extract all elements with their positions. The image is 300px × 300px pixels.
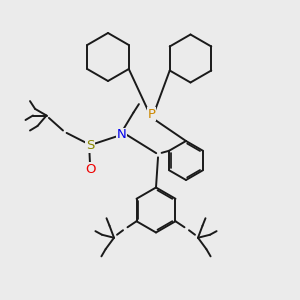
- Text: P: P: [148, 107, 155, 121]
- Text: N: N: [117, 128, 126, 142]
- Text: S: S: [86, 139, 94, 152]
- Text: O: O: [85, 163, 95, 176]
